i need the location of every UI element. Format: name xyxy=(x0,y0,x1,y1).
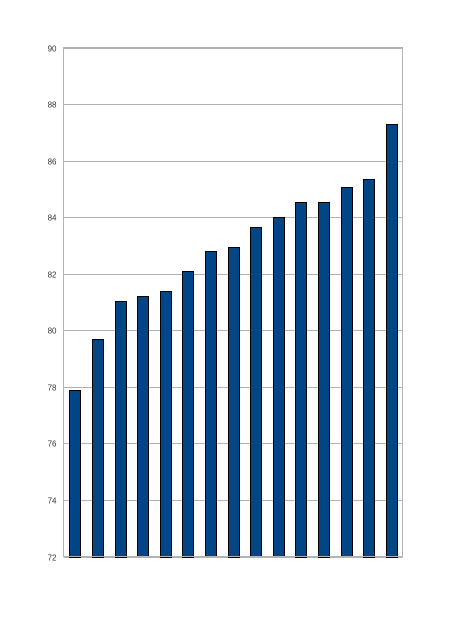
bar xyxy=(273,217,285,557)
y-tick-label: 88 xyxy=(48,101,57,110)
y-tick-label: 78 xyxy=(48,384,57,393)
y-tick-label: 82 xyxy=(48,271,57,280)
plot-frame xyxy=(63,47,403,557)
bar xyxy=(182,271,194,558)
bar xyxy=(363,179,375,558)
bar xyxy=(341,187,353,557)
bar xyxy=(137,296,149,557)
y-tick-label: 80 xyxy=(48,327,57,336)
bar xyxy=(160,291,172,558)
y-tick-label: 86 xyxy=(48,158,57,167)
bar xyxy=(250,227,262,557)
y-tick-label: 84 xyxy=(48,214,57,223)
y-tick-label: 90 xyxy=(48,45,57,54)
y-tick-label: 72 xyxy=(48,554,57,563)
bar xyxy=(228,247,240,558)
bar xyxy=(386,124,398,558)
bar xyxy=(69,390,81,558)
y-tick-label: 74 xyxy=(48,497,57,506)
y-axis: 72 74 76 78 80 82 84 86 88 90 xyxy=(48,45,57,563)
bar xyxy=(205,251,217,557)
bars xyxy=(69,124,398,558)
bar xyxy=(295,202,307,558)
bar xyxy=(92,339,104,558)
bar xyxy=(115,301,127,558)
y-tick-label: 76 xyxy=(48,440,57,449)
bar xyxy=(318,202,330,558)
